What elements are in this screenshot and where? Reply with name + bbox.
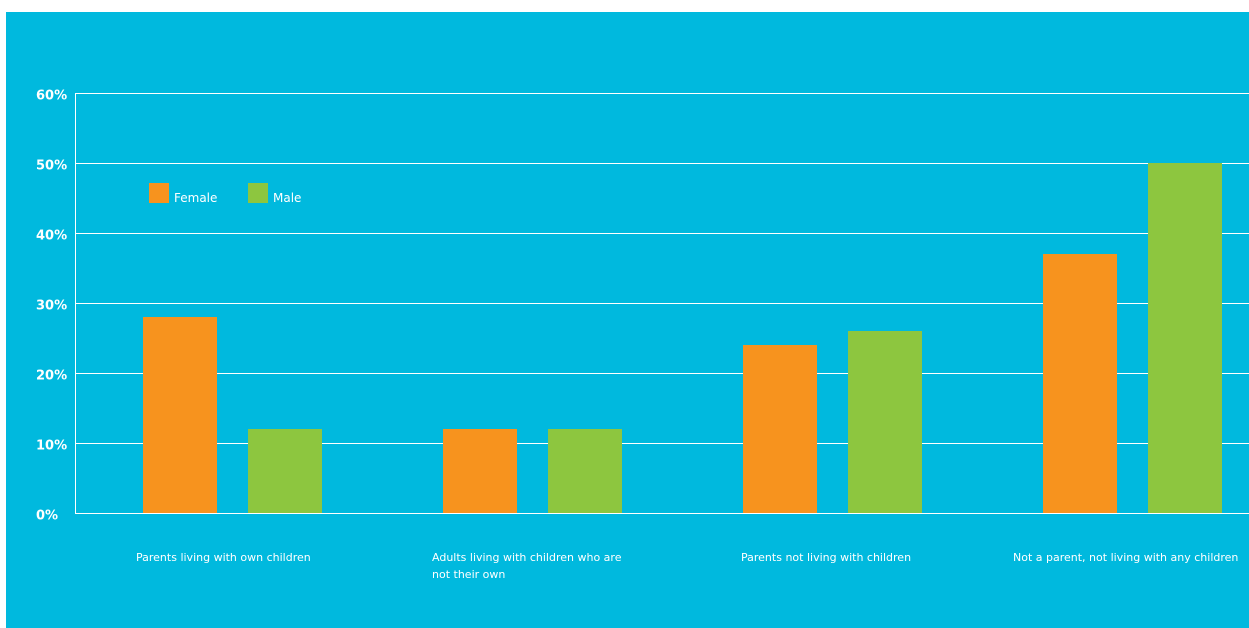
y-tick-label: 20% [36,369,67,384]
title-strip [0,0,1231,12]
y-tick-label: 50% [36,159,67,174]
y-tick-label: 30% [36,299,67,314]
x-category-label: Adults living with children who are [432,551,622,564]
x-category-label: Parents not living with children [741,551,911,564]
y-tick-label: 0% [36,509,58,524]
bar-female-0 [143,317,217,513]
legend-label-male: Male [273,191,301,205]
bar-female-1 [443,429,517,513]
y-tick-label: 40% [36,229,67,244]
bar-male-3 [1148,163,1222,513]
bar-male-1 [548,429,622,513]
bar-female-2 [743,345,817,513]
x-category-label: Not a parent, not living with any childr… [1013,551,1238,564]
x-category-label: not their own [432,568,505,581]
legend-label-female: Female [174,191,217,205]
x-category-label: Parents living with own children [136,551,311,564]
y-tick-label: 60% [36,89,67,104]
bar-male-0 [248,429,322,513]
y-tick-label: 10% [36,439,67,454]
legend-swatch-female [149,183,169,203]
bar-female-3 [1043,254,1117,513]
legend-swatch-male [248,183,268,203]
bar-male-2 [848,331,922,513]
